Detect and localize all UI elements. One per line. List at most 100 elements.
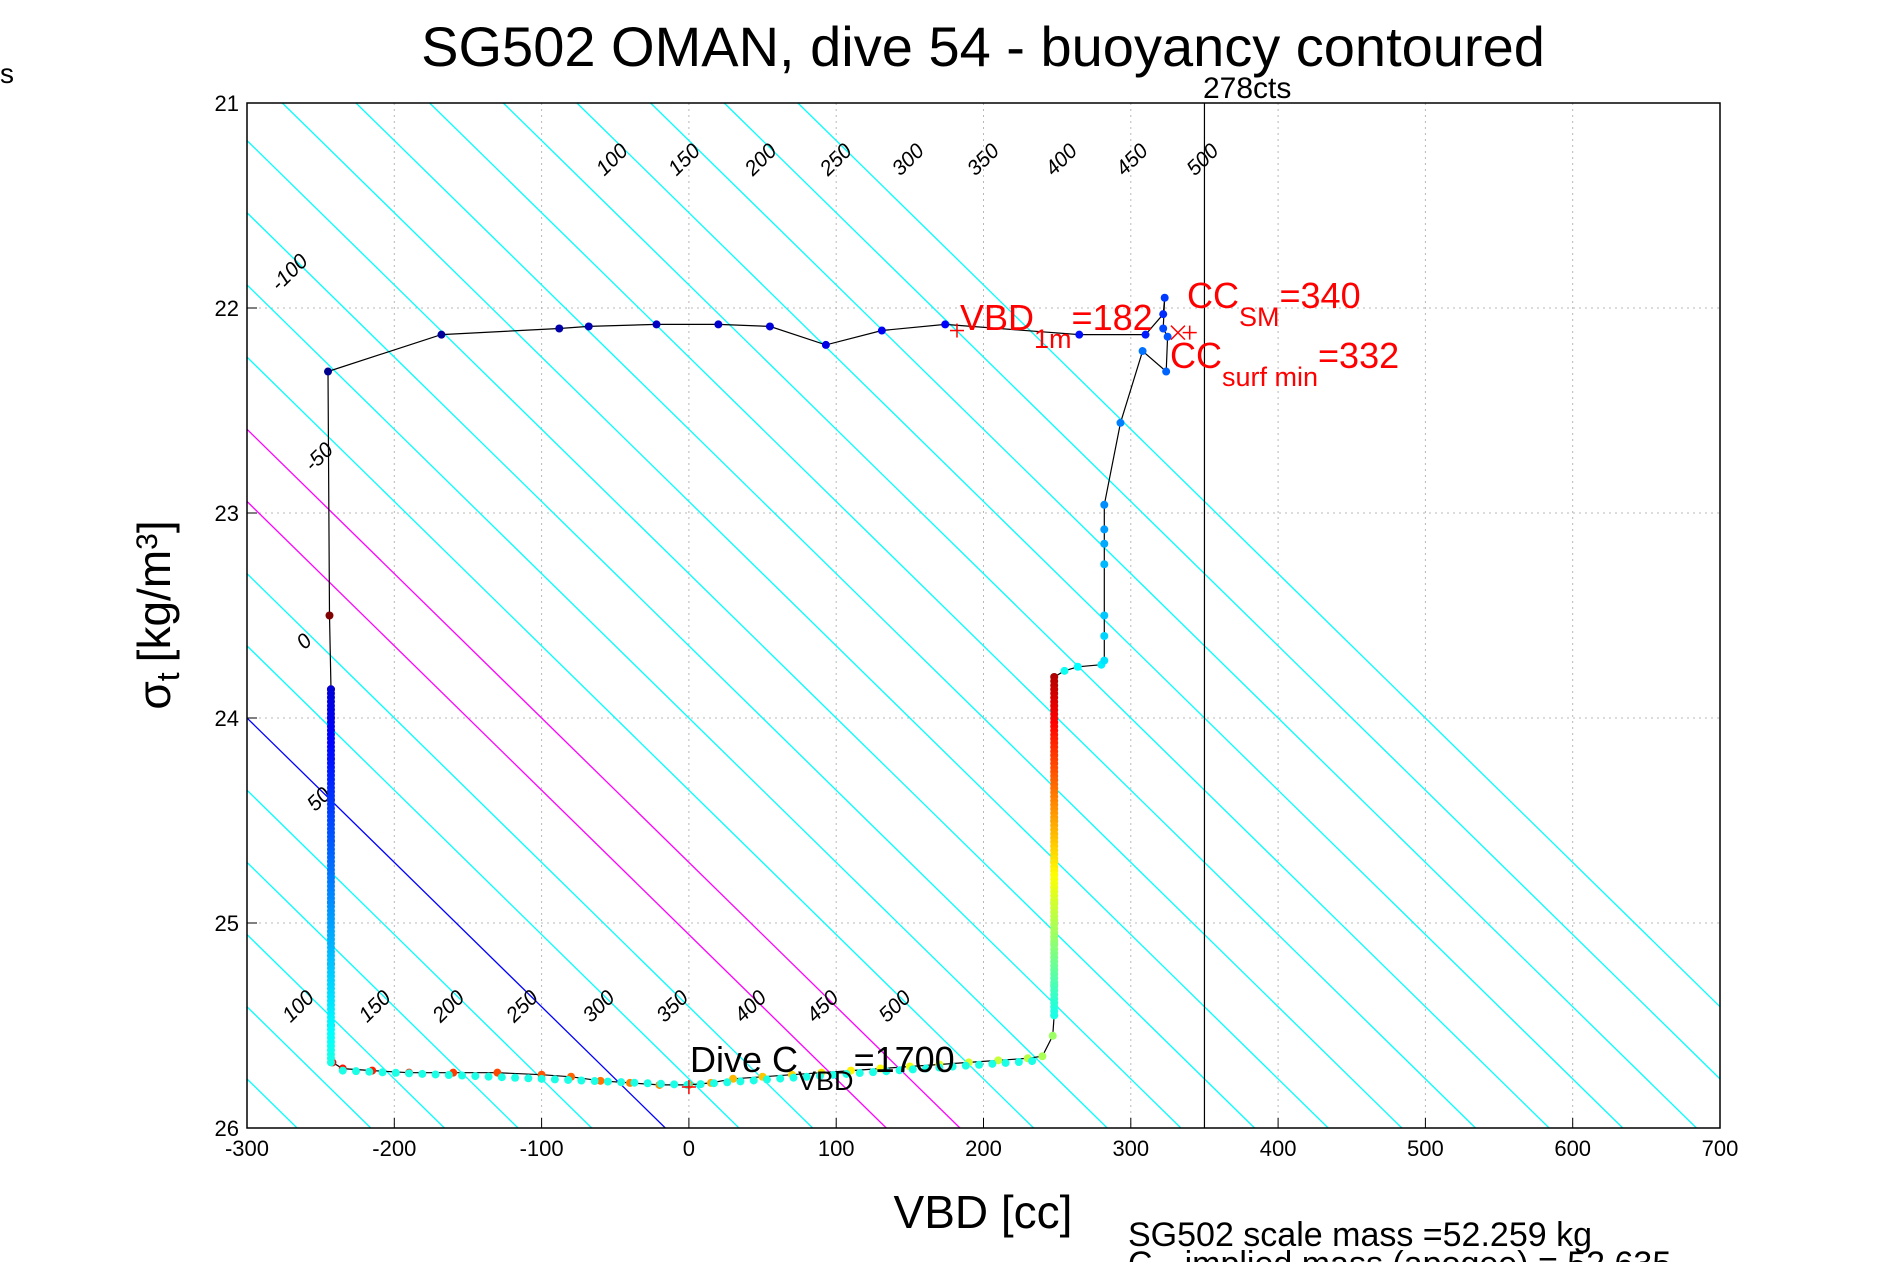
profile-point-bottom <box>829 1070 838 1079</box>
buoyancy-contour-line <box>723 103 1720 1080</box>
dive-cvbd-main: Dive C <box>690 1039 798 1080</box>
contour-label: 350 <box>963 139 1004 180</box>
contour-label: 0 <box>292 629 317 654</box>
profile-point-bottom <box>815 1071 824 1080</box>
profile-point <box>555 324 564 333</box>
chart-title: SG502 OMAN, dive 54 - buoyancy contoured <box>421 15 1545 78</box>
y-label-sigma: σ <box>128 681 180 709</box>
x-tick-label: 0 <box>683 1136 695 1161</box>
profile-point <box>1060 666 1069 675</box>
buoyancy-contours <box>247 103 1720 1128</box>
contour-label: 450 <box>802 986 843 1027</box>
footer-line-2: Cimplied mass (apogee) = 52.635 <box>1128 1245 1671 1262</box>
profile-point <box>1160 293 1169 302</box>
profile-point-bottom <box>524 1074 533 1083</box>
profile-point <box>765 322 774 331</box>
profile-point-bottom <box>842 1069 851 1078</box>
profile-point-bottom <box>935 1063 944 1072</box>
contour-label: 450 <box>1112 139 1153 180</box>
profile-point-bottom <box>975 1060 984 1069</box>
x-tick-label: 500 <box>1407 1136 1444 1161</box>
y-tick-label: 25 <box>215 911 239 936</box>
profile-point-bottom <box>391 1068 400 1077</box>
profile-point <box>714 320 723 329</box>
buoyancy-contour-line <box>247 1005 372 1128</box>
contour-label: 300 <box>888 139 929 180</box>
cc-sm-main: CC <box>1187 275 1239 316</box>
dive-cvbd-sub: VBD <box>798 1066 854 1096</box>
contour-label: -100 <box>267 249 313 295</box>
profile-point-bottom <box>643 1079 652 1088</box>
profile-point-bottom <box>444 1070 453 1079</box>
contour-label: 200 <box>740 139 782 181</box>
cc-surf-min-main: CC <box>1170 335 1222 376</box>
profile-point <box>324 367 333 376</box>
vline-label: 278cts <box>1203 72 1291 105</box>
profile-point-bottom <box>497 1073 506 1082</box>
profile-point-bottom <box>511 1073 520 1082</box>
profile-point-bottom <box>670 1080 679 1089</box>
x-marker-b <box>1170 325 1186 341</box>
profile-point <box>1073 662 1082 671</box>
x-tick-label: 600 <box>1554 1136 1591 1161</box>
contour-label: 150 <box>664 139 705 180</box>
profile-point-bottom <box>961 1061 970 1070</box>
cc-sm-annotation: CCSM=340 <box>1187 275 1361 332</box>
profile-point <box>1100 632 1109 640</box>
contour-label: -50 <box>300 438 338 476</box>
x-tick-label: 400 <box>1260 1136 1297 1161</box>
x-tick-label: 700 <box>1702 1136 1739 1161</box>
profile-point <box>821 340 830 349</box>
profile-point-bottom <box>617 1078 626 1087</box>
profile-point <box>1141 330 1150 339</box>
profile-point <box>1159 324 1168 333</box>
profile-point <box>1038 1052 1047 1061</box>
x-tick-label: 200 <box>965 1136 1002 1161</box>
y-tick-label: 26 <box>215 1116 239 1141</box>
profile-point-bottom <box>776 1074 785 1083</box>
buoyancy-contour-line <box>429 103 1476 1128</box>
buoyancy-contour-line <box>247 572 814 1128</box>
y-tick-label: 21 <box>215 91 239 116</box>
vbd-1m-main: VBD <box>960 297 1034 338</box>
buoyancy-contour-line <box>650 103 1697 1128</box>
cc-surf-min-rest: =332 <box>1318 335 1399 376</box>
profile-point-bottom <box>908 1065 917 1074</box>
x-tick-label: -300 <box>225 1136 269 1161</box>
contour-label: 300 <box>578 986 619 1027</box>
profile-point-bottom <box>656 1079 665 1088</box>
profile-point-bottom <box>1001 1058 1010 1067</box>
profile-point <box>729 1074 738 1083</box>
profile-point-bottom <box>948 1062 957 1071</box>
x-tick-label: -200 <box>372 1136 416 1161</box>
profile-point-bottom <box>736 1077 745 1086</box>
profile-point-bottom <box>723 1078 732 1087</box>
x-tick-label: -100 <box>520 1136 564 1161</box>
profile-point-bottom <box>869 1068 878 1077</box>
cc-sm-rest: =340 <box>1280 275 1361 316</box>
y-axis-ticks: 21 22 23 24 25 26 <box>215 91 257 1141</box>
profile-point-bottom <box>603 1077 612 1086</box>
x-axis-label: VBD [cc] <box>894 1186 1073 1238</box>
buoyancy-contour-line <box>247 428 961 1128</box>
profile-point-bottom <box>789 1073 798 1082</box>
buoyancy-contour-line <box>247 500 887 1128</box>
profile-point-bottom <box>564 1075 573 1084</box>
footer-line-2-prefix: C <box>1128 1245 1153 1262</box>
profile-point-bottom <box>630 1078 639 1087</box>
contour-label: 400 <box>1041 139 1082 180</box>
vbd-1m-rest: =182 <box>1072 297 1153 338</box>
profile-point <box>1159 310 1168 319</box>
profile-point-bottom <box>855 1069 864 1078</box>
profile-point-bottom <box>378 1068 387 1077</box>
x-tick-label: 100 <box>818 1136 855 1161</box>
buoyancy-contour-line <box>247 283 1108 1128</box>
profile-point <box>1163 332 1172 341</box>
buoyancy-contour-line <box>247 717 666 1128</box>
profile-point-bottom <box>458 1071 467 1080</box>
profile-point <box>941 320 950 329</box>
profile-point-bottom <box>365 1067 374 1076</box>
profile-point-bottom <box>1014 1057 1023 1066</box>
